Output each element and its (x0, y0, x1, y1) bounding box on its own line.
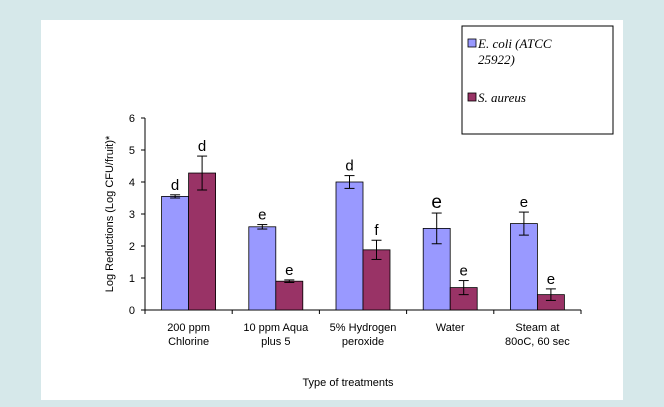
x-tick-label: Water (436, 322, 465, 334)
legend-swatch (467, 92, 477, 102)
x-tick-label: plus 5 (261, 336, 290, 348)
significance-label: f (374, 222, 379, 239)
x-tick-label: 80oC, 60 sec (505, 336, 570, 348)
plot-panel: 0 1 2 3 4 5 6 d d 200 ppm Chlorine e e 10 ppm Aqua plu… (41, 20, 623, 400)
bar (188, 172, 217, 311)
x-tick-label: 10 ppm Aqua (243, 322, 309, 334)
bar (422, 227, 451, 311)
y-tick-label: 1 (129, 273, 135, 285)
significance-label: e (520, 194, 528, 211)
bar-chart: 0 1 2 3 4 5 6 d d 200 ppm Chlorine e e 10 ppm Aqua plu… (104, 25, 614, 389)
y-tick-label: 0 (129, 305, 135, 317)
legend-label: E. coli (ATCC (477, 36, 552, 51)
significance-label: d (171, 177, 179, 194)
y-axis-title: Log Reductions (Log CFU/fruit)* (104, 135, 116, 292)
bar (275, 280, 304, 311)
significance-label: e (547, 271, 555, 288)
significance-label: e (258, 207, 266, 224)
legend-label: S. aureus (478, 90, 526, 105)
y-tick-label: 2 (129, 241, 135, 253)
x-tick-label: 5% Hydrogen (330, 322, 397, 334)
significance-label: e (431, 192, 442, 213)
legend-box (461, 25, 614, 135)
significance-label: d (198, 138, 206, 155)
y-tick-label: 3 (129, 209, 135, 221)
bar (335, 181, 364, 311)
significance-label: e (285, 262, 293, 279)
x-tick-label: Steam at (515, 322, 559, 334)
x-tick-label: 200 ppm (167, 322, 210, 334)
significance-label: d (345, 158, 353, 175)
x-tick-label: peroxide (342, 336, 384, 348)
legend-swatch (467, 38, 477, 48)
bar (161, 195, 189, 311)
x-tick-label: Chlorine (168, 336, 209, 348)
y-tick-label: 5 (129, 145, 135, 157)
x-axis-title: Type of treatments (302, 377, 394, 389)
significance-label: e (460, 263, 468, 280)
y-tick-label: 6 (129, 113, 135, 125)
bar (509, 223, 538, 311)
legend-label: 25922) (478, 52, 515, 67)
y-tick-label: 4 (129, 177, 135, 189)
bar (248, 226, 277, 311)
